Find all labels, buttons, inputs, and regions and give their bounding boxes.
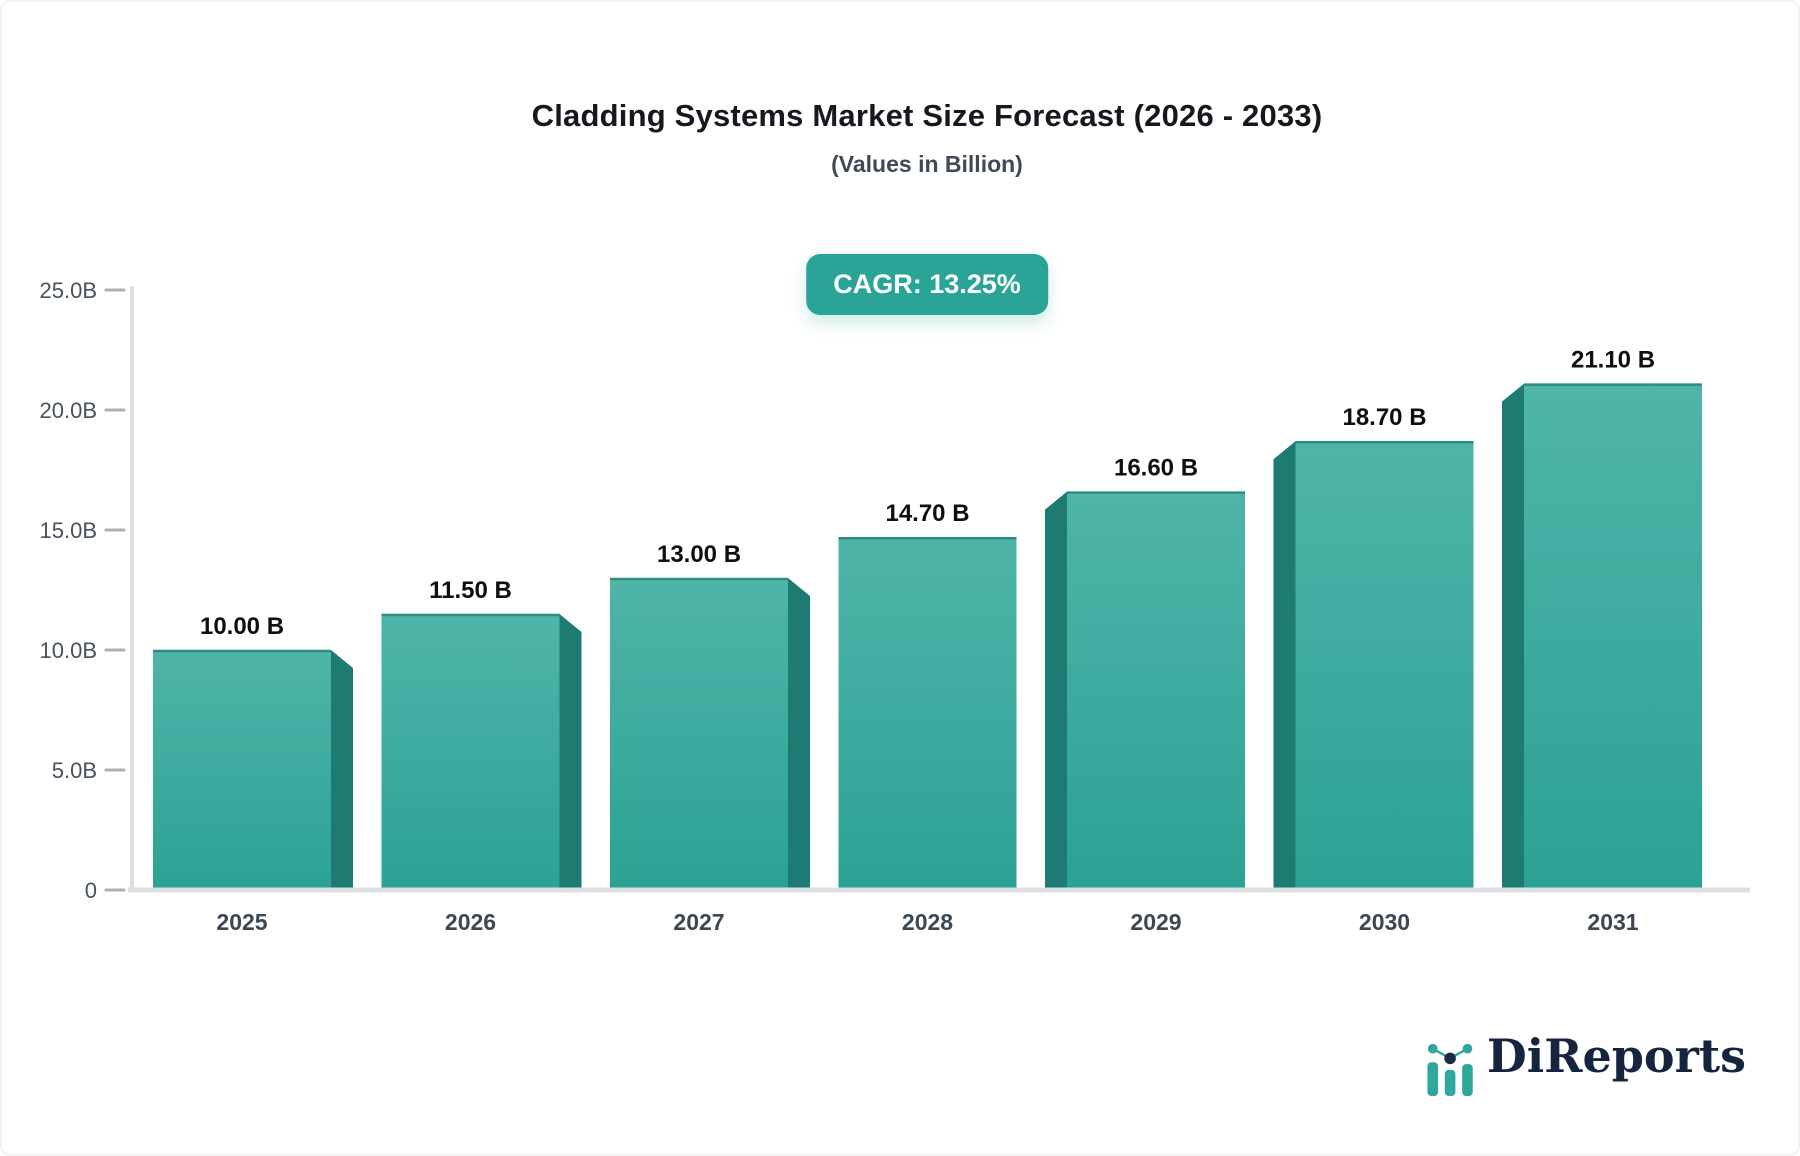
- logo-bar: [1427, 1062, 1438, 1096]
- bar-value-label: 14.70 B: [885, 500, 969, 527]
- bar-value-label: 10.00 B: [200, 613, 284, 640]
- bar-2026: [381, 614, 560, 890]
- bar-chart-logo-icon: [1427, 1043, 1473, 1096]
- bar-value-label: 11.50 B: [429, 577, 512, 604]
- category-label: 2030: [1359, 909, 1410, 935]
- y-tick-label: 25.0B: [40, 278, 98, 303]
- category-label: 2029: [1130, 909, 1181, 935]
- y-tick-label: 0: [85, 878, 97, 903]
- logo-dot: [1427, 1043, 1438, 1054]
- bar-value-label: 21.10 B: [1571, 347, 1655, 374]
- bar-value-label: 13.00 B: [657, 541, 741, 568]
- category-label: 2026: [445, 909, 496, 935]
- bar-2027: [610, 578, 788, 890]
- y-tick-label: 10.0B: [40, 638, 98, 663]
- bar-2031: [1524, 383, 1702, 890]
- bar-side-face: [331, 650, 353, 890]
- logo-dot: [1462, 1043, 1473, 1054]
- bar-2028: [838, 537, 1017, 890]
- direports-logo: DiReports: [1426, 1030, 1746, 1098]
- bar-side-face: [1045, 491, 1067, 890]
- y-tick-label: 15.0B: [40, 518, 98, 543]
- bar-side-face: [559, 614, 582, 890]
- category-label: 2028: [902, 909, 953, 935]
- chart-title: Cladding Systems Market Size Forecast (2…: [531, 98, 1323, 133]
- category-label: 2027: [673, 909, 724, 935]
- bar-side-face: [788, 578, 810, 890]
- y-tick-label: 5.0B: [52, 758, 97, 783]
- bar-side-face: [1502, 383, 1524, 890]
- bar-value-label: 18.70 B: [1342, 404, 1426, 431]
- category-label: 2031: [1587, 909, 1638, 935]
- bar-value-label: 16.60 B: [1114, 455, 1198, 482]
- bar-2025: [153, 650, 331, 890]
- logo-dot: [1444, 1052, 1456, 1065]
- bar-2030: [1295, 441, 1474, 890]
- logo-bar: [1444, 1069, 1456, 1096]
- bar-2029: [1067, 491, 1245, 890]
- chart-subtitle: (Values in Billion): [831, 151, 1023, 177]
- cagr-badge: CAGR: 13.25%: [806, 254, 1048, 315]
- logo-text: DiReports: [1486, 1029, 1746, 1083]
- y-tick-label: 20.0B: [40, 398, 98, 423]
- category-label: 2025: [216, 909, 267, 935]
- logo-bar: [1462, 1064, 1473, 1096]
- bar-side-face: [1273, 441, 1296, 890]
